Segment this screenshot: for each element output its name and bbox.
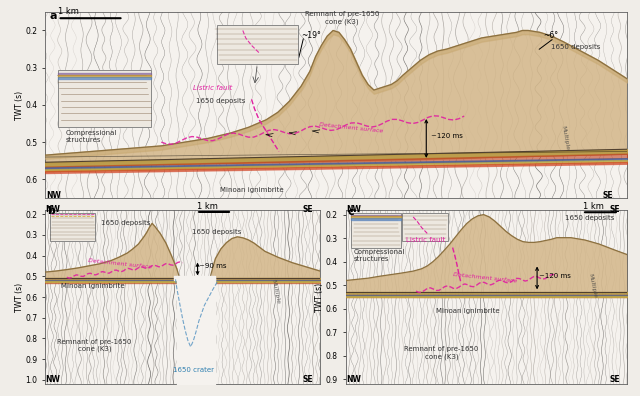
Bar bbox=[351, 213, 401, 248]
Text: Detachment surface: Detachment surface bbox=[319, 122, 383, 134]
Text: Listric fault: Listric fault bbox=[193, 85, 232, 91]
Text: SE: SE bbox=[303, 205, 313, 214]
Text: ~120 ms: ~120 ms bbox=[431, 133, 463, 139]
Polygon shape bbox=[45, 30, 627, 166]
Text: NW: NW bbox=[346, 205, 362, 214]
Bar bbox=[58, 70, 151, 127]
Text: Minoan ignimbrite: Minoan ignimbrite bbox=[61, 283, 125, 289]
Text: NW: NW bbox=[346, 375, 362, 384]
Bar bbox=[216, 25, 298, 64]
Y-axis label: TWT (s): TWT (s) bbox=[15, 282, 24, 312]
Text: Multiple: Multiple bbox=[560, 125, 570, 150]
Text: NW: NW bbox=[45, 205, 61, 214]
Text: 1650 deposits: 1650 deposits bbox=[101, 221, 150, 227]
Bar bbox=[50, 213, 95, 241]
Y-axis label: TWT (s): TWT (s) bbox=[15, 90, 24, 120]
Text: Minoan ignimbrite: Minoan ignimbrite bbox=[436, 308, 499, 314]
Text: 1 km: 1 km bbox=[583, 202, 604, 211]
Text: Remnant of pre-1650
cone (K3): Remnant of pre-1650 cone (K3) bbox=[305, 11, 379, 25]
Text: SE: SE bbox=[609, 375, 620, 384]
Text: a: a bbox=[49, 11, 57, 21]
Bar bbox=[402, 213, 449, 241]
Text: NW: NW bbox=[47, 191, 61, 200]
Text: SE: SE bbox=[602, 191, 612, 200]
Text: 1650 deposits: 1650 deposits bbox=[565, 215, 614, 221]
Text: Detachment surface: Detachment surface bbox=[88, 258, 152, 270]
Text: Minoan ignimbrite: Minoan ignimbrite bbox=[220, 187, 283, 193]
Text: Multiple: Multiple bbox=[588, 272, 598, 298]
Text: SE: SE bbox=[303, 375, 313, 384]
Text: ~19°: ~19° bbox=[301, 31, 321, 40]
Text: NW: NW bbox=[45, 375, 61, 384]
Text: ~120 ms: ~120 ms bbox=[539, 273, 571, 279]
Text: Detachment surface: Detachment surface bbox=[452, 272, 517, 284]
Text: b: b bbox=[47, 206, 55, 216]
Text: SE: SE bbox=[609, 205, 620, 214]
Text: ~90 ms: ~90 ms bbox=[199, 263, 227, 269]
Text: 1650 crater: 1650 crater bbox=[173, 367, 214, 373]
Text: ~6°: ~6° bbox=[543, 31, 558, 40]
Text: 1 km: 1 km bbox=[197, 202, 218, 211]
Text: Compressional
structures: Compressional structures bbox=[354, 249, 405, 262]
Text: Remnant of pre-1650
cone (K3): Remnant of pre-1650 cone (K3) bbox=[57, 339, 132, 352]
Text: Listric fault: Listric fault bbox=[406, 237, 445, 243]
Text: c: c bbox=[348, 207, 355, 217]
Text: 1 km: 1 km bbox=[58, 7, 79, 15]
Text: 1650 deposits: 1650 deposits bbox=[196, 98, 246, 104]
Text: Remnant of pre-1650
cone (K3): Remnant of pre-1650 cone (K3) bbox=[404, 346, 479, 360]
Text: 1650 deposits: 1650 deposits bbox=[192, 229, 241, 235]
Text: 1650 deposits: 1650 deposits bbox=[552, 44, 601, 50]
Text: Compressional
structures: Compressional structures bbox=[65, 130, 116, 143]
Y-axis label: TWT (s): TWT (s) bbox=[316, 282, 324, 312]
Text: Multiple: Multiple bbox=[271, 279, 280, 304]
